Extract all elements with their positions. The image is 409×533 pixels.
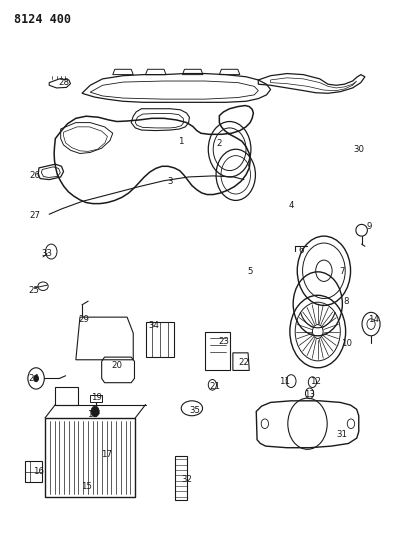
Text: 11: 11 [279,377,290,385]
Text: 13: 13 [303,390,314,399]
Text: 15: 15 [81,482,91,490]
Bar [175,456,187,500]
Text: 8: 8 [343,297,348,305]
Text: 3: 3 [167,177,173,185]
Text: 25: 25 [28,286,39,295]
Text: 20: 20 [111,361,122,369]
Text: 33: 33 [42,249,52,257]
Text: 22: 22 [238,358,249,367]
Bar [25,461,42,482]
Text: 27: 27 [29,212,40,220]
Text: 16: 16 [34,467,44,476]
Text: 4: 4 [288,201,293,209]
Text: 5: 5 [247,268,252,276]
Text: 28: 28 [58,78,69,87]
Text: 24: 24 [28,374,39,383]
Text: 35: 35 [189,406,200,415]
Text: 8124 400: 8124 400 [14,13,71,26]
Text: 21: 21 [209,382,220,391]
Text: 7: 7 [339,268,344,276]
Text: 30: 30 [353,145,363,154]
Bar [55,387,78,405]
Text: 29: 29 [79,316,89,324]
Text: 32: 32 [181,475,191,484]
Text: 31: 31 [336,430,347,439]
Text: 10: 10 [340,340,351,348]
Circle shape [91,406,99,417]
Text: 19: 19 [91,393,101,401]
Circle shape [33,375,39,382]
Text: 18: 18 [87,410,97,419]
Text: 23: 23 [218,337,228,345]
Text: 2: 2 [216,140,222,148]
Text: 26: 26 [29,172,40,180]
Text: 17: 17 [101,450,112,458]
Text: 34: 34 [148,321,159,329]
Text: 9: 9 [365,222,371,231]
Text: 12: 12 [310,377,320,385]
Text: 6: 6 [298,246,303,255]
Text: 14: 14 [367,316,378,324]
Bar [45,418,135,497]
Text: 1: 1 [177,137,183,146]
